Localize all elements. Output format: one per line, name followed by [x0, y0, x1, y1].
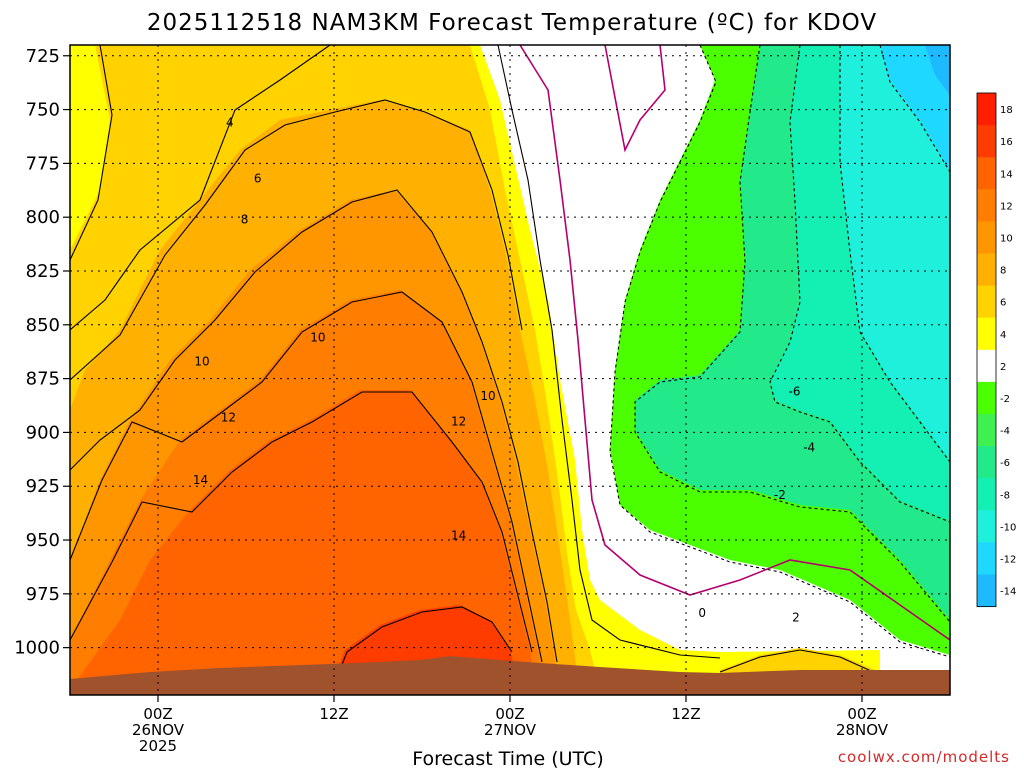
y-tick-label: 775 [26, 153, 60, 174]
contour-label: 10 [310, 331, 325, 345]
y-tick-label: 850 [26, 315, 60, 336]
plot-area [70, 45, 950, 695]
colorbar-swatch [977, 221, 996, 254]
colorbar-label: 6 [1000, 298, 1006, 309]
colorbar-swatch [977, 317, 996, 351]
y-tick-label: 725 [26, 46, 60, 67]
x-tick-label: 28NOV [836, 721, 889, 739]
colorbar-label: -12 [1000, 554, 1016, 565]
x-tick-label: 00Z [847, 705, 876, 723]
y-tick-label: 900 [26, 422, 60, 443]
contour-label: 8 [241, 212, 249, 226]
colorbar-label: -8 [1000, 490, 1010, 501]
x-axis-label: Forecast Time (UTC) [412, 748, 603, 768]
y-tick-label: 800 [26, 207, 60, 228]
contour-label: 4 [226, 115, 234, 129]
colorbar-swatch [977, 510, 996, 543]
contour-label: 14 [451, 529, 466, 543]
colorbar-swatch [977, 414, 996, 447]
contour-label: 14 [193, 473, 208, 487]
colorbar-label: -4 [1000, 426, 1010, 437]
y-tick-label: 825 [26, 261, 60, 282]
colorbar: 18 16 14 12 10 8 6 4 2 -2 -4 -6 -8 -10 -12 -14 [976, 92, 1016, 608]
y-tick-label: 925 [26, 476, 60, 497]
colorbar-label: 4 [1000, 330, 1006, 341]
contour-label: 12 [221, 410, 236, 424]
x-tick-label: 00Z [495, 705, 524, 723]
colorbar-swatch [977, 349, 996, 383]
contour-label: 12 [451, 415, 466, 429]
x-tick-label: 00Z [143, 705, 172, 723]
colorbar-swatch [977, 157, 996, 190]
y-tick-label: 750 [26, 100, 60, 121]
contour-labels: 4 6 8 10 10 12 14 12 10 14 0 2 -2 -4 -6 [193, 115, 815, 625]
colorbar-label: -2 [1000, 394, 1010, 405]
x-tick-label: 26NOV [132, 721, 185, 739]
colorbar-label: 10 [1000, 233, 1013, 244]
colorbar-label: 2 [1000, 362, 1006, 373]
colorbar-label: 14 [1000, 169, 1013, 180]
colorbar-label: -10 [1000, 522, 1016, 533]
x-tick-label: 27NOV [484, 721, 537, 739]
y-tick-label: 950 [26, 530, 60, 551]
y-tick-label: 1000 [14, 638, 60, 659]
colorbar-label: 16 [1000, 137, 1013, 148]
colorbar-swatch [977, 381, 996, 415]
x-tick-label: 2025 [139, 737, 177, 755]
y-tick-label: 975 [26, 584, 60, 605]
contour-label: 10 [194, 354, 209, 368]
contour-label: 10 [480, 389, 495, 403]
colorbar-swatch [977, 189, 996, 222]
colorbar-label: 18 [1000, 105, 1013, 116]
colorbar-swatch [977, 285, 996, 319]
colorbar-swatch [977, 93, 996, 126]
credit-link[interactable]: coolwx.com/modelts [838, 748, 1010, 766]
colorbar-label: 12 [1000, 201, 1013, 212]
contour-label: -4 [803, 440, 815, 454]
contour-label: 6 [254, 171, 262, 185]
colorbar-label: 8 [1000, 266, 1006, 277]
colorbar-swatch [977, 446, 996, 479]
colorbar-label: -6 [1000, 458, 1010, 469]
contour-label: -2 [774, 488, 786, 502]
colorbar-frame [976, 92, 997, 607]
y-tick-label: 875 [26, 369, 60, 390]
colorbar-swatch [977, 574, 996, 608]
colorbar-swatch [977, 125, 996, 158]
colorbar-swatch [977, 478, 996, 511]
contour-label: -6 [789, 385, 801, 399]
y-axis: 725 750 775 800 825 850 875 900 925 950 975 1000 [14, 46, 70, 659]
contour-label: 2 [792, 611, 800, 625]
x-tick-label: 12Z [319, 705, 348, 723]
colorbar-label: -14 [1000, 587, 1016, 598]
contour-label: 0 [698, 606, 706, 620]
chart-title: 2025112518 NAM3KM Forecast Temperature (… [147, 10, 877, 36]
x-tick-label: 12Z [671, 705, 700, 723]
colorbar-swatch [977, 253, 996, 287]
colorbar-swatch [977, 542, 996, 575]
